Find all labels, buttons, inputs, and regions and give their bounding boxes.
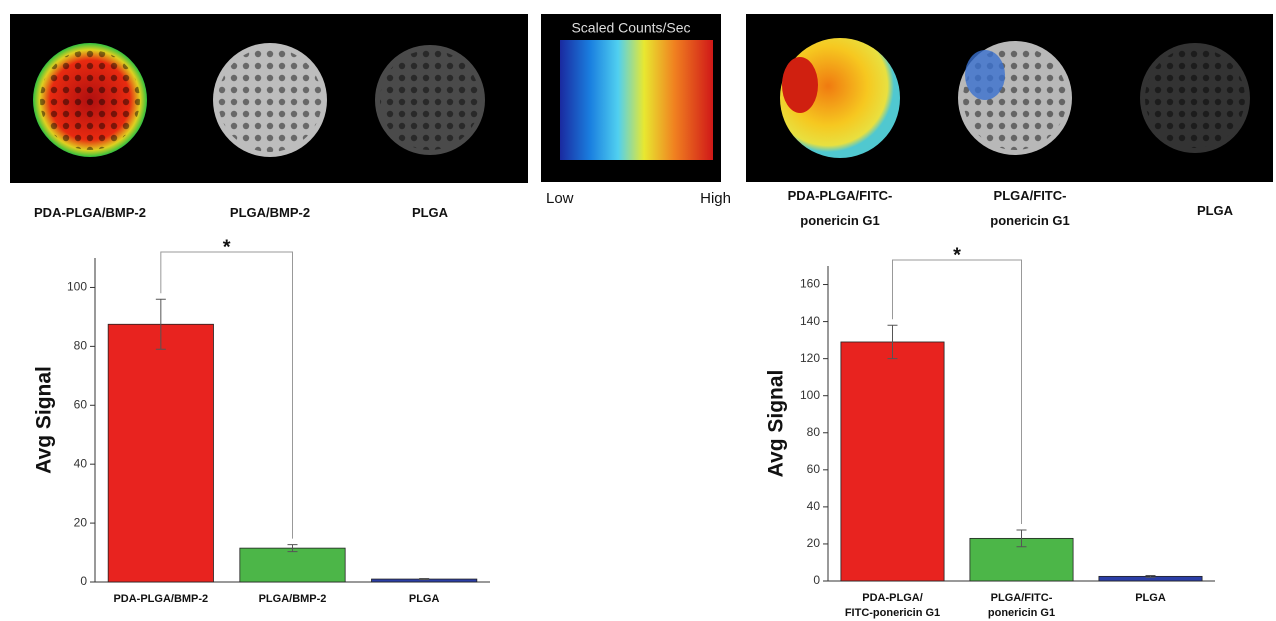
colorbar-title: Scaled Counts/Sec [571,20,690,36]
image-label: PLGA [411,205,449,220]
y-tick-label: 0 [813,573,820,587]
significance-bracket [892,259,1022,525]
image-label: PDA-PLGA/FITC- ponericin G1 [787,188,893,228]
y-tick-label: 40 [807,499,821,513]
significance-bracket [160,251,293,539]
error-bar [1145,574,1156,578]
x-tick-label: PDA-PLGA/BMP-2 [113,593,209,605]
y-axis-label: Avg Signal [765,370,788,478]
scaffold-texture [380,50,480,150]
y-tick-label: 80 [74,339,88,353]
colorbar-high: High [700,190,731,207]
significance-label: * [953,244,961,266]
y-tick-label: 0 [80,574,87,588]
bar [840,341,945,582]
bar [107,323,214,583]
x-tick-label: PLGA/BMP-2 [258,593,327,605]
x-tick-label: PLGA [408,593,440,605]
y-axis-label: Avg Signal [33,366,56,474]
error-bar [1016,529,1027,548]
image-label: PLGA/FITC- ponericin G1 [990,188,1070,228]
image-label: PDA-PLGA/BMP-2 [34,205,146,220]
colorbar [560,40,713,160]
y-tick-label: 60 [74,397,88,411]
bar [239,547,346,583]
y-tick-label: 100 [67,280,87,294]
error-bar [155,298,166,350]
y-tick-label: 160 [800,277,820,291]
y-tick-label: 140 [800,314,820,328]
x-tick-label: PDA-PLGA/ FITC-ponericin G1 [844,592,941,619]
x-tick-label: PLGA/FITC- ponericin G1 [987,592,1056,619]
scaffold-hotspot [782,57,818,113]
image-label: PLGA [1196,203,1234,218]
error-bar [419,577,430,581]
error-bar [287,544,298,553]
error-bar [887,324,898,360]
scaffold-hotspot [965,50,1005,100]
y-tick-label: 120 [800,351,820,365]
scaffold-texture [218,48,322,152]
colorbar-low: Low [546,190,574,207]
image-label: PLGA/BMP-2 [229,205,311,220]
y-tick-label: 100 [800,388,820,402]
y-tick-label: 60 [807,462,821,476]
y-tick-label: 40 [74,456,88,470]
significance-label: * [223,236,231,258]
scaffold-texture [40,50,140,150]
y-tick-label: 80 [807,425,821,439]
y-tick-label: 20 [807,536,821,550]
y-tick-label: 20 [74,515,88,529]
scaffold-texture [1145,48,1245,148]
x-tick-label: PLGA [1135,592,1166,604]
